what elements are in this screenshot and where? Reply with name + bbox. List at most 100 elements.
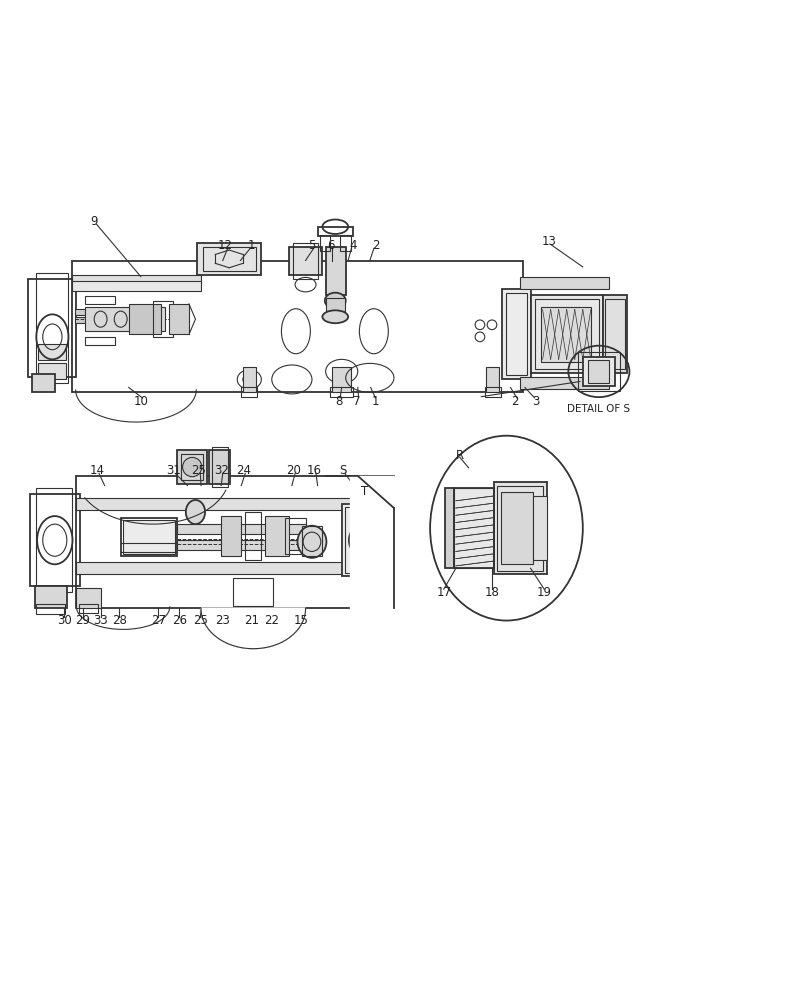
Bar xyxy=(129,304,161,334)
Text: 23: 23 xyxy=(215,614,230,627)
Bar xyxy=(265,516,289,556)
Bar xyxy=(293,243,317,279)
Bar xyxy=(241,387,257,397)
Text: T: T xyxy=(360,485,367,498)
Bar xyxy=(494,482,546,574)
Bar xyxy=(453,488,494,568)
Text: 16: 16 xyxy=(307,464,321,477)
Bar xyxy=(325,247,345,295)
Bar xyxy=(221,516,241,556)
Text: 9: 9 xyxy=(90,215,98,228)
Text: 3: 3 xyxy=(532,395,539,408)
Text: DETAIL OF S: DETAIL OF S xyxy=(567,404,629,414)
Text: 2: 2 xyxy=(371,239,379,252)
Ellipse shape xyxy=(322,310,348,323)
Bar xyxy=(84,296,115,304)
Bar xyxy=(486,367,499,392)
Bar xyxy=(332,367,351,392)
Bar xyxy=(76,562,381,574)
Bar xyxy=(340,235,350,251)
Bar xyxy=(72,261,522,392)
Bar xyxy=(532,496,547,560)
Text: 21: 21 xyxy=(244,614,259,627)
Bar xyxy=(496,486,543,571)
Bar xyxy=(177,450,208,484)
Bar xyxy=(534,299,599,369)
Bar xyxy=(204,247,255,271)
Text: R: R xyxy=(455,449,463,462)
Bar xyxy=(123,520,174,554)
Bar xyxy=(209,450,230,484)
Bar xyxy=(325,298,345,311)
Bar xyxy=(76,498,381,510)
Bar xyxy=(177,524,305,534)
Text: 4: 4 xyxy=(349,239,356,252)
Text: 28: 28 xyxy=(112,614,127,627)
Text: 13: 13 xyxy=(541,235,556,248)
Bar xyxy=(317,227,353,236)
Bar xyxy=(84,307,165,331)
Bar xyxy=(36,273,68,383)
Ellipse shape xyxy=(324,293,345,309)
Bar xyxy=(32,374,54,392)
Bar xyxy=(453,488,494,568)
Bar xyxy=(75,317,127,323)
Text: 27: 27 xyxy=(151,614,165,627)
Bar xyxy=(197,243,261,275)
Text: 1: 1 xyxy=(371,395,379,408)
Text: 1: 1 xyxy=(247,239,255,252)
Ellipse shape xyxy=(186,500,205,524)
Text: 22: 22 xyxy=(264,614,279,627)
Bar xyxy=(177,540,305,550)
Bar xyxy=(38,363,66,379)
Bar xyxy=(84,337,115,345)
Bar xyxy=(79,604,98,613)
Bar xyxy=(330,387,353,397)
Bar xyxy=(500,492,532,564)
Bar xyxy=(341,504,385,576)
Bar xyxy=(301,526,321,556)
Bar xyxy=(289,247,321,275)
Bar xyxy=(36,488,72,592)
Bar xyxy=(484,387,500,397)
Bar xyxy=(181,454,204,480)
Text: 30: 30 xyxy=(57,614,71,627)
Bar xyxy=(506,293,526,375)
Bar xyxy=(540,307,590,362)
Bar xyxy=(577,352,619,391)
Bar xyxy=(588,360,608,383)
Bar xyxy=(38,344,66,360)
Bar xyxy=(76,588,101,608)
Text: 10: 10 xyxy=(133,395,148,408)
Bar xyxy=(320,235,330,251)
Polygon shape xyxy=(201,608,305,649)
Text: 31: 31 xyxy=(166,464,181,477)
Bar xyxy=(245,512,261,560)
Text: 24: 24 xyxy=(236,464,251,477)
Text: 25: 25 xyxy=(191,464,206,477)
Bar xyxy=(444,488,453,568)
Bar xyxy=(75,309,127,315)
Text: 20: 20 xyxy=(285,464,301,477)
Bar xyxy=(520,277,607,289)
Bar xyxy=(35,586,67,608)
Text: 32: 32 xyxy=(213,464,229,477)
Ellipse shape xyxy=(349,524,377,556)
Text: 15: 15 xyxy=(294,614,308,627)
Text: 29: 29 xyxy=(75,614,90,627)
Bar xyxy=(121,518,177,556)
Bar xyxy=(345,507,382,573)
Bar xyxy=(211,447,227,487)
Text: 19: 19 xyxy=(536,586,551,599)
Bar xyxy=(520,377,607,389)
Bar xyxy=(72,281,201,291)
Text: 14: 14 xyxy=(90,464,105,477)
Bar xyxy=(30,494,79,586)
Bar xyxy=(169,304,189,334)
Bar xyxy=(602,295,626,373)
Ellipse shape xyxy=(297,526,326,558)
Text: 2: 2 xyxy=(511,395,518,408)
Bar xyxy=(285,518,305,554)
Text: 17: 17 xyxy=(436,586,451,599)
Text: 5: 5 xyxy=(308,239,315,252)
